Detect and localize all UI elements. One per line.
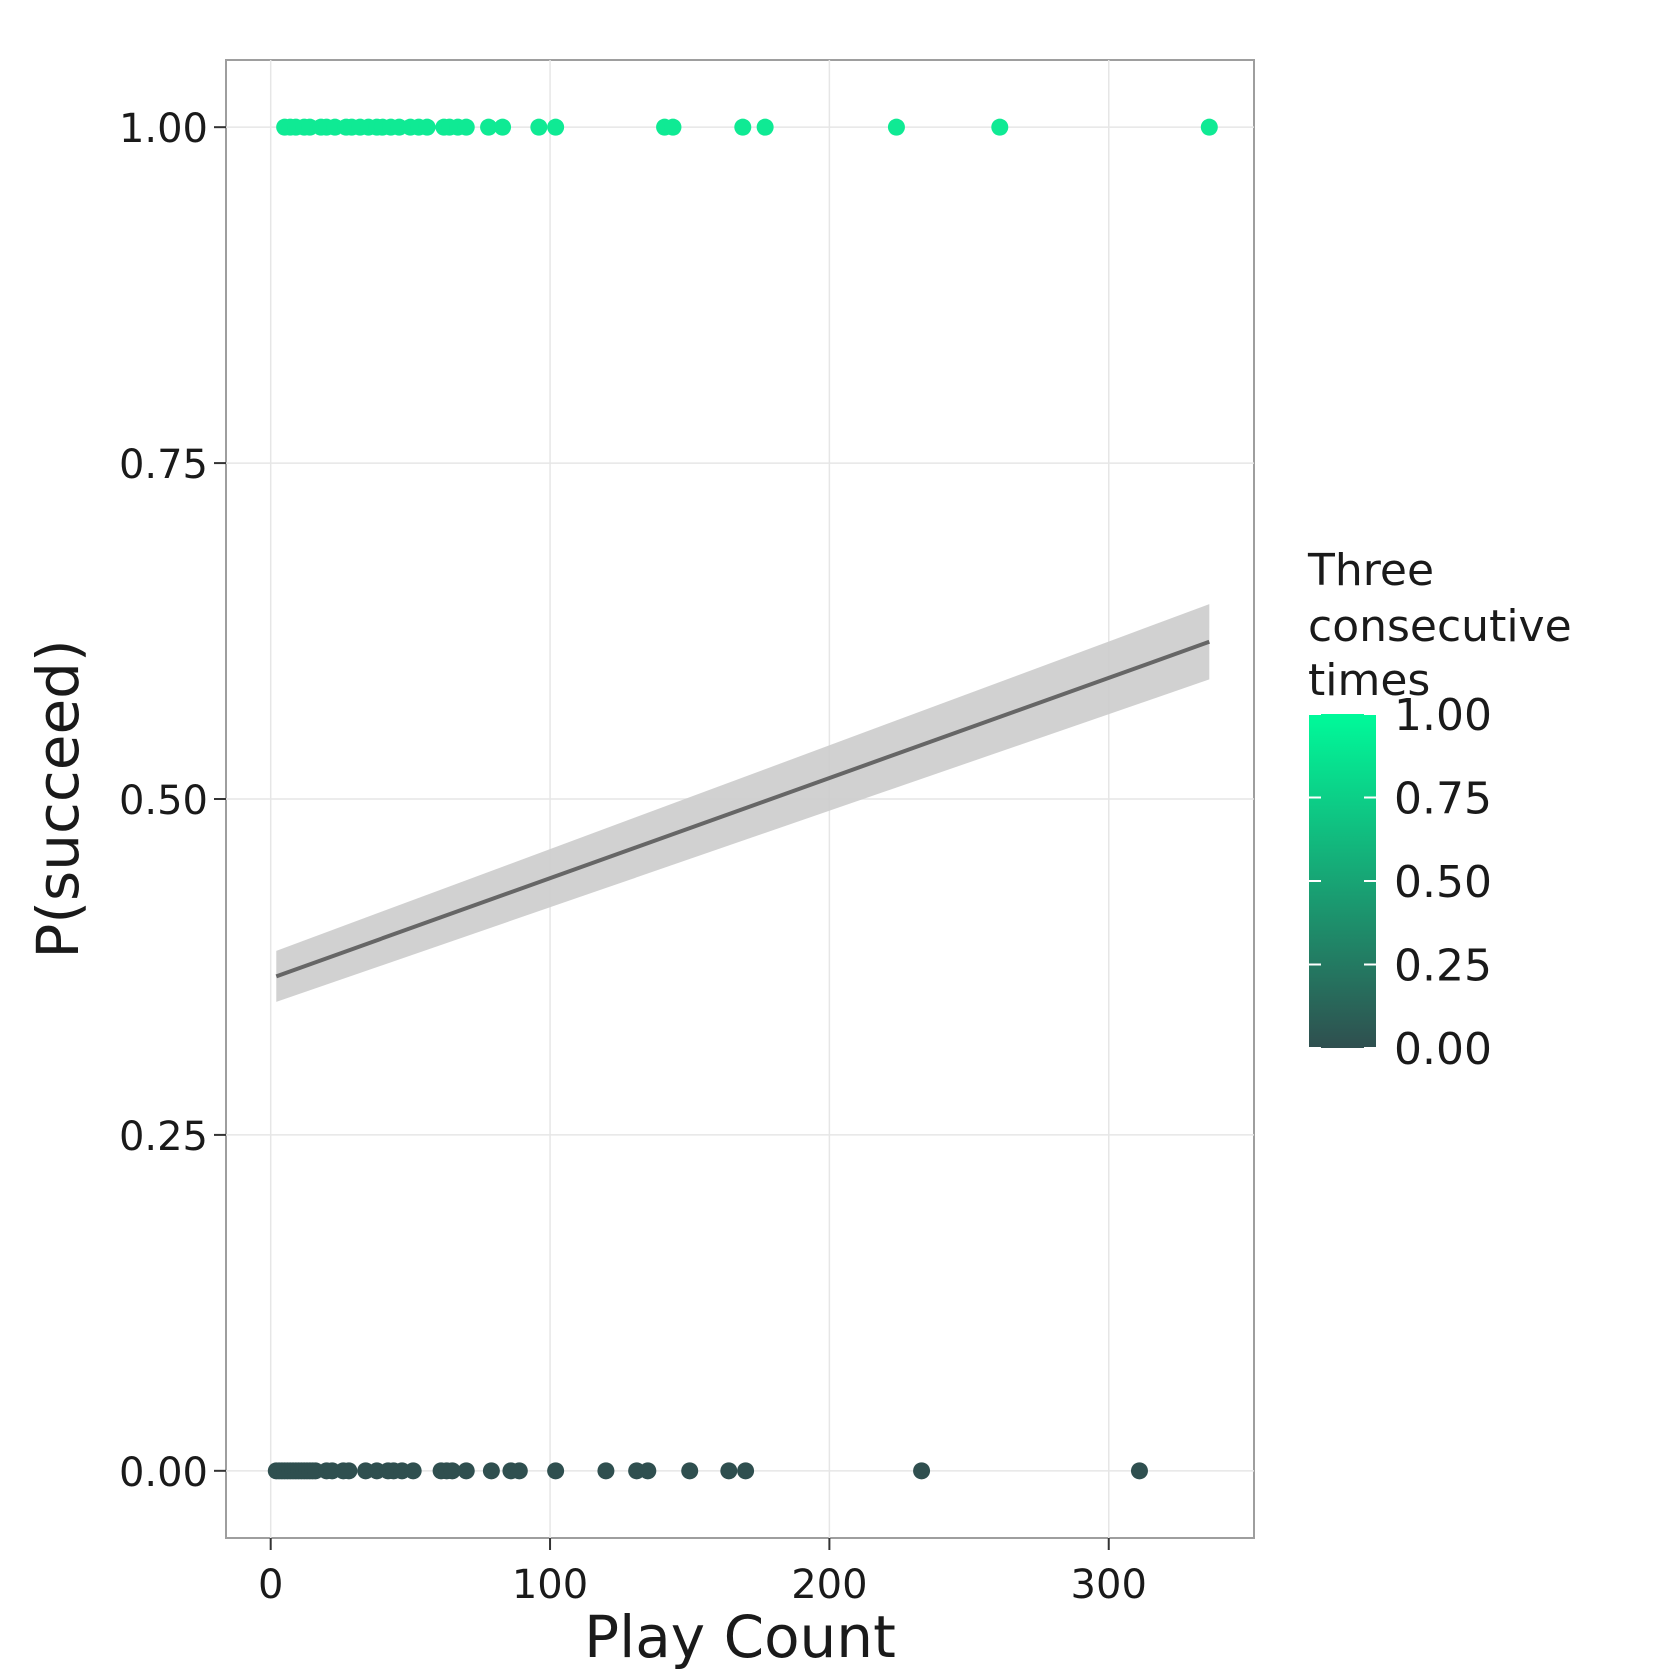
point-failure (340, 1462, 358, 1480)
point-success (991, 118, 1009, 136)
point-success (457, 118, 475, 136)
point-failure (681, 1462, 699, 1480)
colorbar-ticks: 0.00 0.25 0.50 0.75 1.00 (1309, 690, 1492, 1075)
y-tick-label: 0.00 (119, 1450, 208, 1496)
fit-line (275, 639, 1210, 979)
point-success (1200, 118, 1218, 136)
point-success (887, 118, 905, 136)
colorbar-label: 1.00 (1394, 690, 1492, 741)
point-failure (482, 1462, 500, 1480)
point-failure (1130, 1462, 1148, 1480)
point-failure (597, 1462, 615, 1480)
point-success (547, 118, 565, 136)
point-failure (639, 1462, 657, 1480)
x-axis-title: Play Count (584, 1603, 896, 1671)
colorbar-label: 0.00 (1394, 1024, 1492, 1075)
point-failure (510, 1462, 528, 1480)
legend-title-line-1: Three (1307, 545, 1434, 596)
x-tick-label: 0 (258, 1562, 283, 1608)
legend: Three consecutive times 0.00 0.25 0.50 0.75… (1307, 545, 1572, 1075)
confidence-ribbon-layer (276, 604, 1210, 1002)
axes-layer: 0.00 0.25 0.50 0.75 1.00 0 100 200 300 (119, 106, 1147, 1608)
points-layer (267, 118, 1218, 1480)
y-tick-label: 0.75 (119, 442, 208, 488)
point-failure (720, 1462, 738, 1480)
y-tick-label: 0.50 (119, 778, 208, 824)
legend-title-line-3: times (1308, 655, 1430, 706)
x-tick-label: 100 (512, 1562, 588, 1608)
point-success (530, 118, 548, 136)
legend-title-line-2: consecutive (1308, 601, 1572, 652)
point-failure (547, 1462, 565, 1480)
colorbar-label: 0.75 (1394, 774, 1492, 825)
y-axis-title: P(succeed) (24, 639, 92, 958)
point-failure (404, 1462, 422, 1480)
point-success (480, 118, 498, 136)
y-tick-label: 0.25 (119, 1114, 208, 1160)
point-failure (737, 1462, 755, 1480)
fit-line-layer (275, 639, 1210, 979)
point-success (418, 118, 436, 136)
point-failure (457, 1462, 475, 1480)
x-tick-label: 300 (1071, 1562, 1147, 1608)
point-failure (443, 1462, 461, 1480)
colorbar-label: 0.25 (1394, 941, 1492, 992)
x-tick-label: 200 (791, 1562, 867, 1608)
point-success (756, 118, 774, 136)
point-failure (913, 1462, 931, 1480)
confidence-ribbon (276, 604, 1210, 1002)
colorbar-label: 0.50 (1394, 857, 1492, 908)
point-success (664, 118, 682, 136)
y-tick-label: 1.00 (119, 106, 208, 152)
point-success (734, 118, 752, 136)
point-success (494, 118, 512, 136)
